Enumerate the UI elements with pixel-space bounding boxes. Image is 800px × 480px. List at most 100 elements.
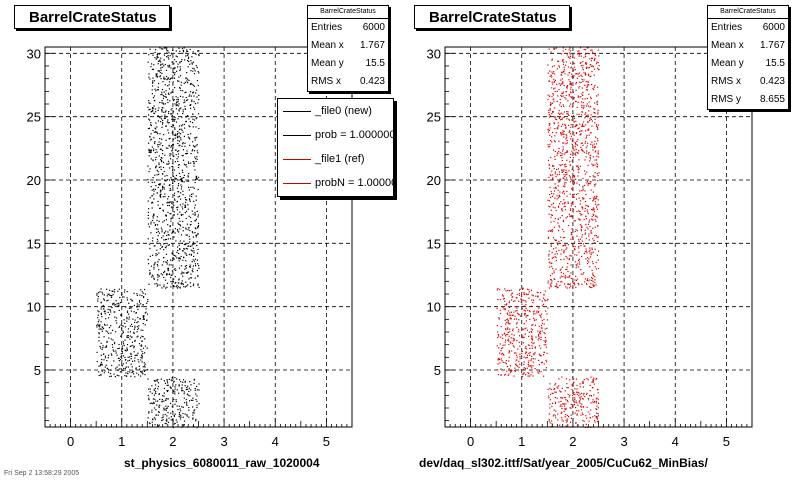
data-point xyxy=(555,47,557,49)
data-point xyxy=(174,127,176,129)
stats-row: RMS x 0.423 xyxy=(708,73,788,91)
data-point xyxy=(552,111,554,113)
data-point xyxy=(124,349,126,351)
data-point xyxy=(135,354,137,356)
data-point xyxy=(586,171,588,173)
data-point xyxy=(127,371,129,373)
data-point xyxy=(156,54,158,56)
data-point xyxy=(174,67,176,69)
data-point xyxy=(554,87,556,89)
data-point xyxy=(596,254,598,256)
data-point xyxy=(582,273,584,275)
data-point xyxy=(101,328,103,330)
data-point xyxy=(158,275,161,277)
data-point xyxy=(538,337,540,340)
data-point xyxy=(513,375,515,377)
data-point xyxy=(558,181,560,183)
data-point xyxy=(100,342,102,344)
data-point xyxy=(552,402,554,404)
data-point xyxy=(558,89,560,91)
data-point xyxy=(116,322,118,324)
data-point xyxy=(595,402,597,404)
data-point xyxy=(580,65,582,67)
data-point xyxy=(559,116,561,118)
data-point xyxy=(568,118,570,121)
data-point xyxy=(183,176,185,179)
data-point xyxy=(582,125,584,127)
data-point xyxy=(179,248,181,250)
legend-line-swatch xyxy=(283,110,311,112)
data-point xyxy=(573,181,575,183)
data-point xyxy=(178,392,180,394)
data-point xyxy=(551,96,553,98)
stats-value: 0.423 xyxy=(359,76,385,87)
data-point xyxy=(549,403,551,405)
data-point xyxy=(151,189,153,191)
data-point xyxy=(568,131,570,133)
data-point xyxy=(595,417,597,419)
data-point xyxy=(497,334,500,336)
data-point xyxy=(572,115,574,117)
data-point xyxy=(526,367,528,369)
stats-label: Mean x xyxy=(711,40,744,51)
data-point xyxy=(155,185,157,187)
data-point xyxy=(193,95,195,97)
data-point xyxy=(562,203,564,205)
data-point xyxy=(575,89,577,91)
data-point xyxy=(192,243,194,246)
data-point xyxy=(117,290,119,292)
data-point xyxy=(577,175,579,177)
data-point xyxy=(548,124,550,126)
data-point xyxy=(552,72,554,74)
data-point xyxy=(585,232,587,234)
data-point xyxy=(572,211,574,213)
data-point xyxy=(158,173,160,175)
data-point xyxy=(586,136,588,138)
data-point xyxy=(548,287,550,289)
data-point xyxy=(192,265,194,267)
data-point xyxy=(521,352,523,354)
data-point xyxy=(165,147,167,149)
data-point xyxy=(161,161,163,163)
data-point xyxy=(554,256,556,258)
data-point xyxy=(126,318,128,320)
data-point xyxy=(167,205,169,207)
x-tick-label: 1 xyxy=(518,434,525,449)
data-point xyxy=(551,141,553,143)
data-point xyxy=(532,311,534,313)
data-point xyxy=(177,206,179,208)
data-point xyxy=(588,261,590,263)
data-point xyxy=(498,317,500,319)
data-point xyxy=(528,360,530,362)
data-point xyxy=(557,419,559,421)
data-point xyxy=(566,135,568,137)
data-point xyxy=(125,306,127,308)
data-point xyxy=(522,299,524,301)
data-point xyxy=(155,122,157,124)
data-point xyxy=(167,56,169,58)
data-point xyxy=(537,311,540,313)
data-point xyxy=(582,123,584,125)
data-point xyxy=(100,374,102,376)
data-point xyxy=(136,294,138,296)
stats-row: Mean x 1.767 xyxy=(708,37,788,55)
data-point xyxy=(155,414,157,416)
data-point xyxy=(134,360,136,362)
data-point xyxy=(181,155,183,157)
data-point xyxy=(155,400,157,402)
data-point xyxy=(551,420,553,422)
data-point xyxy=(579,393,581,395)
data-point xyxy=(175,103,178,105)
data-point xyxy=(167,78,169,80)
data-point xyxy=(549,143,551,145)
data-point xyxy=(191,245,193,247)
data-point xyxy=(140,375,142,377)
data-point xyxy=(195,145,197,147)
data-point xyxy=(195,418,197,420)
data-point xyxy=(180,416,182,418)
data-point xyxy=(176,284,178,286)
data-point xyxy=(110,311,112,313)
data-point xyxy=(144,366,146,368)
data-point xyxy=(582,397,584,400)
data-point xyxy=(96,351,98,353)
